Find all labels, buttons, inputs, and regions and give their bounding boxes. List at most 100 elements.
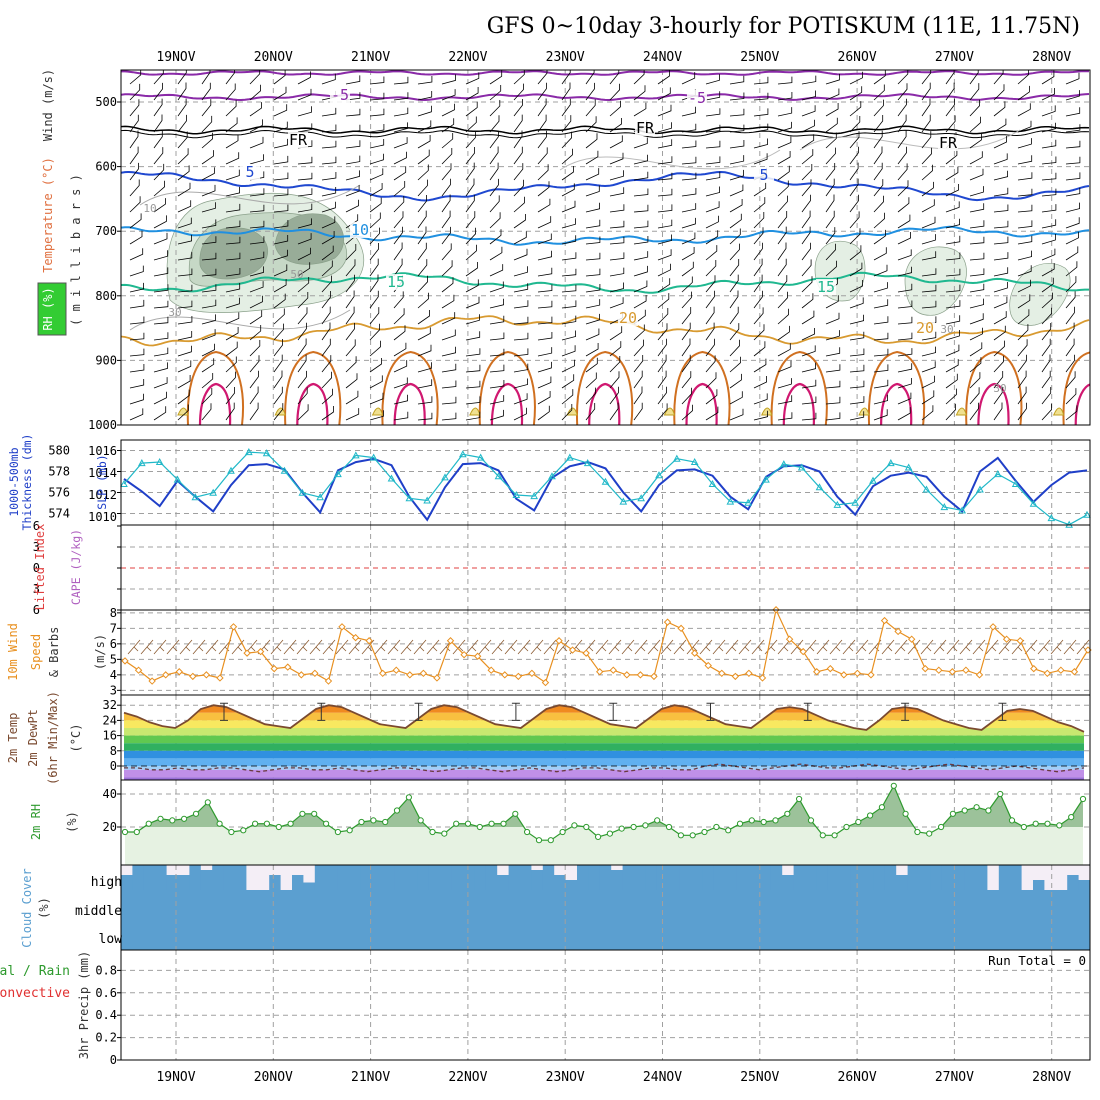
wind-barb xyxy=(513,83,524,101)
wind-speed-marker xyxy=(270,664,278,673)
wind-barb xyxy=(129,99,140,117)
wind-barb xyxy=(681,338,691,357)
cloud-high-bar xyxy=(599,865,612,890)
wind-barb xyxy=(297,404,309,421)
wind-barb xyxy=(345,199,359,213)
wind-barb xyxy=(657,370,667,389)
rh-legend-swatch xyxy=(37,282,67,336)
surface-wind-barb xyxy=(296,639,310,655)
wind-barb xyxy=(297,277,310,293)
isotherm-25 xyxy=(965,350,1023,425)
wind-barb xyxy=(969,342,983,357)
wind-speed-line xyxy=(124,607,1089,684)
wind-barb xyxy=(1065,354,1075,373)
surface-wind-barb xyxy=(127,639,141,655)
wind-barb xyxy=(777,136,792,149)
wind-barb xyxy=(417,412,433,421)
wind-speed-marker xyxy=(1070,668,1079,676)
temp-tick-label: 8 xyxy=(110,744,117,758)
lifted-tick-label: 6 xyxy=(33,603,40,617)
wind-barb xyxy=(921,234,936,245)
wind-barb xyxy=(969,186,984,197)
thickness-tick-label: 576 xyxy=(48,486,70,500)
wind-barb xyxy=(369,108,385,117)
wind-barb xyxy=(393,242,403,261)
rh-marker xyxy=(938,823,945,831)
slp-marker xyxy=(512,490,521,498)
cloud-high-bar xyxy=(588,865,601,890)
cloud-high-bar xyxy=(371,865,384,890)
cloud-high-bar xyxy=(850,865,863,890)
wind-barb xyxy=(369,410,384,421)
surface-wind-barb xyxy=(1024,639,1038,655)
rh-marker xyxy=(1008,817,1016,824)
wind-speed-marker xyxy=(501,671,509,679)
wind-barb xyxy=(1017,324,1029,341)
wind-barb xyxy=(129,196,141,213)
date-label-bottom: 24NOV xyxy=(643,1070,682,1085)
surface-wind-barb xyxy=(621,639,635,655)
wind-barb xyxy=(585,236,601,245)
wind-speed-marker xyxy=(297,671,306,679)
wind-barb xyxy=(417,149,430,165)
wind-barb xyxy=(777,121,792,133)
wind-barb xyxy=(1041,354,1051,373)
wind-barb xyxy=(561,82,571,101)
wind-barb xyxy=(609,236,625,245)
wind-barb xyxy=(225,402,235,421)
wind-barb xyxy=(201,284,217,293)
wind-barb xyxy=(945,284,961,293)
cloud-high-bar xyxy=(668,865,681,890)
rh-small-contour xyxy=(761,407,773,416)
wind-barb xyxy=(513,196,525,213)
wind-barb xyxy=(657,249,672,261)
wind-barb xyxy=(777,211,788,229)
wind-barb xyxy=(249,154,264,165)
wind-barb xyxy=(465,147,475,165)
minmax-bar xyxy=(220,702,228,721)
wind-barb xyxy=(417,344,432,357)
wind-barb xyxy=(513,378,528,389)
wind-barb xyxy=(513,332,529,341)
rh-marker xyxy=(867,812,874,819)
wind-barb xyxy=(801,259,812,277)
cloud-high-gap xyxy=(292,865,304,875)
wind-barb xyxy=(177,360,192,373)
rh-marker xyxy=(216,820,223,827)
wind-barb xyxy=(129,282,144,293)
wind-barb xyxy=(273,70,286,85)
wind-barb xyxy=(681,247,695,261)
wind-barb xyxy=(657,338,667,357)
wind-barb xyxy=(921,199,935,213)
wind-barb xyxy=(873,264,888,277)
isotherm-label: 15 xyxy=(817,278,835,296)
upper-temp-label: Temperature (°C) xyxy=(41,157,55,273)
wind-barb xyxy=(921,98,931,117)
wind-barb xyxy=(393,325,406,341)
wind-barb xyxy=(729,228,741,245)
wind-speed-marker xyxy=(1057,666,1065,674)
rh-tick-label: 40 xyxy=(103,787,117,801)
wind-barb xyxy=(177,300,193,309)
wind-barb xyxy=(441,178,451,197)
wind-barb xyxy=(801,164,813,181)
isotherm-5 xyxy=(121,170,1090,202)
wind-barb xyxy=(153,284,169,293)
cloud-high-bar xyxy=(349,865,361,890)
cloud-high-gap xyxy=(1078,865,1091,880)
rh-marker xyxy=(417,817,424,824)
cloud-high-bar xyxy=(212,865,225,890)
wind-barb xyxy=(897,392,912,405)
wind-barb xyxy=(561,200,576,213)
surface-wind-barb xyxy=(972,639,986,655)
wind-barb xyxy=(873,130,883,149)
rh-marker xyxy=(855,818,862,826)
wind-barb xyxy=(945,235,961,245)
wind-barb xyxy=(489,364,505,373)
isotherm-25 xyxy=(673,350,731,425)
wind-barb xyxy=(633,188,649,197)
wind-barb xyxy=(921,300,937,309)
wind-barb xyxy=(513,266,528,277)
wind-barb xyxy=(417,242,427,261)
